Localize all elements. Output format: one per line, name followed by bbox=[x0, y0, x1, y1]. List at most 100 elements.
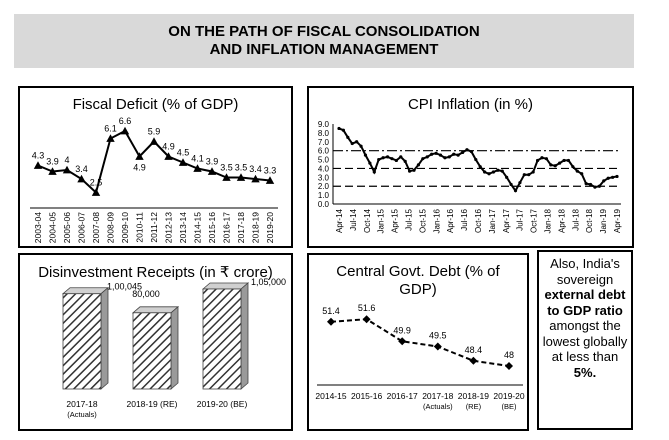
cpi-point bbox=[460, 150, 465, 155]
cpi-point bbox=[544, 157, 548, 161]
central-debt-x-tick: 2017-18 bbox=[422, 391, 453, 401]
cpi-point bbox=[562, 158, 566, 163]
fiscal-deficit-chart: 4.33.9 43.42.56.16.64.95.94.94.54.1 3.93.5… bbox=[30, 116, 278, 243]
central-debt-x-tick: (Actuals) bbox=[423, 402, 453, 411]
fiscal-deficit-point bbox=[207, 167, 217, 175]
fiscal-deficit-data-label: 2.5 bbox=[90, 178, 103, 188]
central-debt-point bbox=[505, 362, 513, 370]
cpi-point bbox=[399, 155, 403, 159]
central-debt-point bbox=[327, 317, 335, 326]
cpi-point bbox=[408, 169, 412, 173]
fiscal-deficit-data-label: 3.9 bbox=[206, 157, 219, 167]
cpi-x-tick: Jul-16 bbox=[460, 208, 469, 230]
cpi-x-tick: Jan-17 bbox=[488, 208, 497, 233]
cpi-point bbox=[558, 161, 562, 165]
fiscal-deficit-x-tick: 2009-10 bbox=[120, 212, 130, 243]
fiscal-deficit-data-label: 3.5 bbox=[235, 163, 248, 173]
cpi-x-tick: Jul-18 bbox=[571, 208, 580, 230]
cpi-inflation-panel: CPI Inflation (in %) 0.0 1.0 2.0 3.0 4.0 5.0 6… bbox=[307, 86, 634, 248]
cpi-x-tick: Jan-16 bbox=[432, 208, 441, 233]
central-debt-data-label: 48 bbox=[504, 350, 514, 360]
disinvestment-bar-side bbox=[170, 305, 179, 390]
cpi-line bbox=[338, 127, 618, 193]
cpi-point bbox=[359, 144, 363, 148]
cpi-point bbox=[527, 173, 531, 177]
disinvestment-panel: Disinvestment Receipts (in ₹ crore) 1,00… bbox=[18, 253, 293, 431]
cpi-point bbox=[403, 159, 407, 163]
fiscal-deficit-point bbox=[251, 174, 260, 183]
cpi-point bbox=[430, 152, 434, 156]
cpi-point bbox=[385, 155, 390, 159]
cpi-y-tick: 4.0 bbox=[318, 164, 330, 173]
fiscal-deficit-data-label: 6.6 bbox=[119, 116, 132, 126]
cpi-x-tick: Jan-18 bbox=[544, 208, 553, 233]
banner-line-2: AND INFLATION MANAGEMENT bbox=[209, 41, 439, 58]
cpi-inflation-chart: 0.01.02.03.04.05.06.07.08.09.0 Apr-14 Jul-… bbox=[318, 120, 622, 233]
fiscal-deficit-point bbox=[178, 158, 188, 166]
fiscal-deficit-point bbox=[164, 152, 173, 160]
cpi-x-tick: Oct-15 bbox=[418, 208, 427, 233]
disinvestment-chart: 1,00,045 2017-18(Actuals) 80,000 2018-19 (R… bbox=[61, 277, 286, 419]
central-debt-x-tick: 2016-17 bbox=[387, 391, 418, 401]
cpi-point bbox=[615, 174, 619, 179]
fiscal-deficit-x-tick: 2010-11 bbox=[135, 212, 145, 243]
cpi-point bbox=[571, 165, 575, 169]
cpi-point bbox=[553, 164, 557, 168]
cpi-y-tick: 6.0 bbox=[318, 147, 330, 156]
fiscal-deficit-point bbox=[62, 165, 72, 174]
fiscal-deficit-point bbox=[149, 137, 159, 145]
fiscal-deficit-data-label: 3.3 bbox=[264, 166, 277, 176]
cpi-x-tick: Oct-17 bbox=[530, 208, 539, 233]
central-debt-data-label: 48.4 bbox=[465, 345, 483, 355]
cpi-y-tick: 2.0 bbox=[318, 182, 330, 191]
central-debt-data-label: 51.6 bbox=[358, 303, 376, 313]
cpi-point bbox=[580, 172, 584, 176]
disinvestment-bar-top bbox=[201, 282, 250, 290]
central-debt-x-tick: 2015-16 bbox=[351, 391, 382, 401]
central-debt-panel: Central Govt. Debt (% of GDP) 51.4 51.6 49… bbox=[307, 253, 529, 431]
fiscal-deficit-point bbox=[91, 188, 101, 196]
fiscal-deficit-x-tick: 2014-15 bbox=[193, 212, 203, 243]
fiscal-deficit-x-tick: 2015-16 bbox=[207, 212, 217, 243]
fiscal-deficit-point bbox=[106, 134, 115, 142]
cpi-point bbox=[390, 157, 394, 161]
fiscal-deficit-data-label: 6.1 bbox=[104, 124, 117, 134]
fiscal-deficit-panel: Fiscal Deficit (% of GDP) 4.3 3.9 4 3.4 2.5 6… bbox=[18, 86, 293, 248]
central-debt-data-label: 51.4 bbox=[322, 306, 340, 316]
fiscal-deficit-data-label: 5.9 bbox=[148, 127, 161, 137]
cpi-point bbox=[381, 156, 385, 160]
fiscal-deficit-data-label: 3.9 bbox=[46, 157, 59, 167]
central-debt-point bbox=[469, 356, 478, 365]
cpi-x-tick: Apr-14 bbox=[335, 208, 344, 233]
cpi-point bbox=[487, 172, 491, 176]
fiscal-deficit-point bbox=[120, 126, 130, 135]
fiscal-deficit-point bbox=[135, 152, 144, 160]
cpi-x-tick: Apr-15 bbox=[391, 208, 400, 233]
banner-line-1: ON THE PATH OF FISCAL CONSOLIDATION bbox=[168, 23, 480, 40]
fiscal-deficit-data-label: 3.4 bbox=[75, 164, 88, 174]
note-part-1: Also, India's sovereign bbox=[550, 256, 620, 287]
disinvestment-data-label: 80,000 bbox=[132, 289, 160, 299]
cpi-point bbox=[394, 158, 398, 163]
cpi-point bbox=[584, 181, 588, 186]
central-debt-x-tick: 2018-19 bbox=[458, 391, 489, 401]
cpi-point bbox=[438, 153, 443, 157]
cpi-point bbox=[535, 158, 540, 163]
central-debt-point bbox=[433, 342, 442, 351]
disinvestment-bar bbox=[132, 312, 172, 390]
cpi-y-tick: 0.0 bbox=[318, 200, 330, 209]
cpi-point bbox=[346, 135, 350, 139]
cpi-x-tick: Apr-16 bbox=[446, 208, 455, 233]
cpi-point bbox=[474, 157, 478, 162]
cpi-point bbox=[505, 175, 509, 179]
cpi-point bbox=[575, 169, 579, 173]
central-debt-x-tick: 2019-20 bbox=[493, 391, 524, 401]
disinvestment-bar bbox=[62, 293, 102, 390]
cpi-point bbox=[496, 168, 500, 172]
cpi-y-tick: 8.0 bbox=[318, 129, 330, 138]
cpi-point bbox=[483, 170, 487, 174]
cpi-point bbox=[588, 182, 593, 187]
cpi-y-tick: 7.0 bbox=[318, 138, 330, 147]
fiscal-deficit-x-tick: 2011-12 bbox=[149, 212, 159, 243]
central-debt-data-label: 49.9 bbox=[393, 325, 411, 335]
